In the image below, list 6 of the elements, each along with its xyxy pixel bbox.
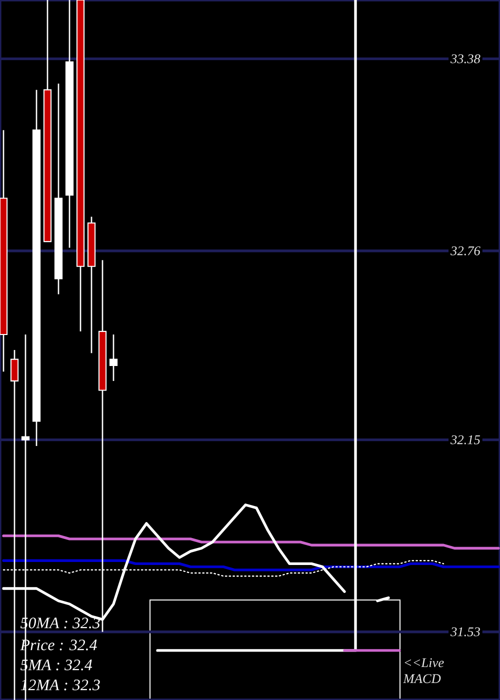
y-tick-label: 33.38: [450, 54, 480, 64]
annotation: <<Live MACD: [403, 658, 444, 684]
y-tick-label: 32.76: [450, 246, 480, 256]
y-tick-label: 31.53: [450, 627, 480, 636]
candlestick: [109, 334, 118, 382]
y-tick-label: 32.15: [450, 435, 480, 444]
